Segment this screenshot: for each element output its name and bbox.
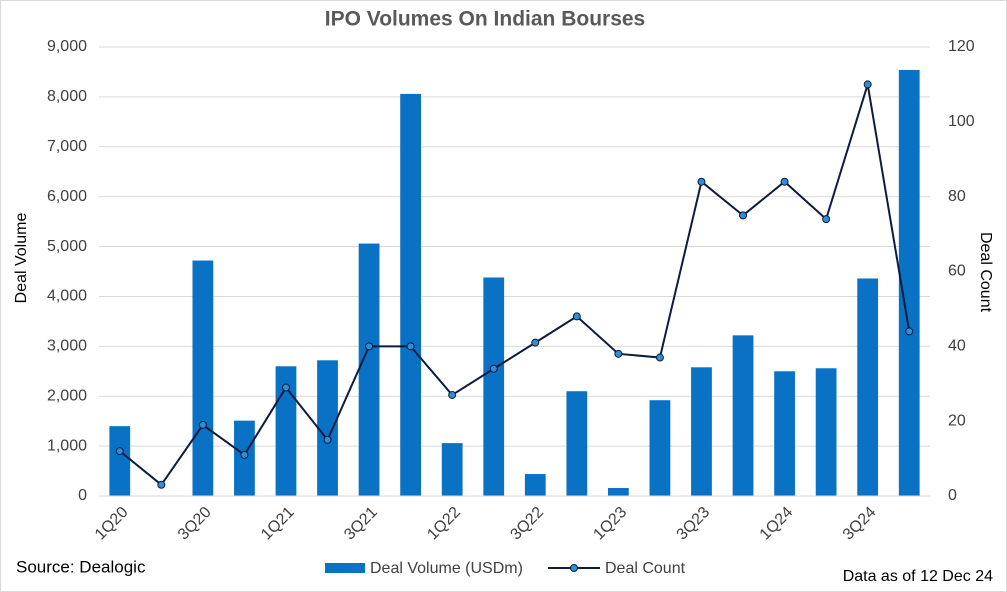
source: Source: Dealogic [16, 557, 146, 576]
bar [400, 93, 422, 496]
bar [317, 360, 338, 496]
line-marker [572, 312, 581, 321]
y-tick-label: 4,000 [47, 288, 87, 305]
bar [483, 277, 505, 496]
bar [815, 368, 837, 496]
chart-title: IPO Volumes On Indian Bourses [325, 8, 646, 31]
line-marker [863, 80, 872, 89]
y2-tick-label: 60 [948, 263, 966, 280]
y-axis-title: Deal Volume [13, 213, 30, 304]
y-tick-label: 5,000 [47, 238, 87, 255]
y2-axis-title: Deal Count [977, 232, 994, 313]
bar [898, 69, 920, 497]
y2-tick-label: 20 [948, 412, 966, 429]
line-marker [198, 420, 207, 429]
line-marker [448, 390, 457, 399]
bar [358, 243, 380, 496]
bar [649, 400, 671, 496]
line-marker [822, 215, 831, 224]
line [119, 84, 911, 487]
line-marker [281, 383, 290, 392]
bar [275, 366, 297, 496]
line-marker [240, 450, 249, 459]
y2-tick-label: 40 [948, 338, 966, 355]
y-tick-label: 2,000 [47, 387, 87, 404]
line-marker [655, 353, 664, 362]
legend-label: Deal Count [605, 560, 686, 577]
line-marker [489, 364, 498, 373]
line-marker [406, 342, 415, 351]
line-marker [905, 327, 914, 336]
bar [109, 426, 131, 496]
y2-tick-label: 0 [948, 487, 957, 504]
line-marker [531, 338, 540, 347]
line-marker [739, 211, 748, 220]
bar [607, 488, 629, 496]
note: Data as of 12 Dec 24 [843, 568, 993, 585]
line-marker [115, 447, 124, 456]
legend-label: Deal Volume (USDm) [370, 560, 523, 577]
bar [441, 443, 463, 496]
legend-swatch [325, 563, 365, 573]
bar [691, 367, 712, 496]
line-marker [157, 480, 166, 489]
legend-marker [570, 564, 578, 572]
y-tick-label: 6,000 [47, 188, 87, 205]
y-tick-label: 7,000 [47, 138, 87, 155]
y-tick-label: 0 [78, 487, 87, 504]
bar [732, 335, 754, 496]
line-marker [697, 177, 706, 186]
line-marker [780, 177, 789, 186]
y2-tick-label: 100 [948, 113, 975, 130]
bar [857, 278, 879, 496]
y-tick-label: 8,000 [47, 88, 87, 105]
y2-tick-label: 120 [948, 38, 975, 55]
line-marker [614, 349, 623, 358]
y-tick-label: 3,000 [47, 338, 87, 355]
y-tick-label: 1,000 [47, 437, 87, 454]
bar [524, 474, 546, 496]
y2-tick-label: 80 [948, 188, 966, 205]
y-tick-label: 9,000 [47, 38, 87, 55]
line-marker [365, 342, 374, 351]
bar [192, 260, 214, 496]
bar [774, 371, 795, 496]
bar [566, 391, 588, 496]
line-marker [323, 435, 332, 444]
